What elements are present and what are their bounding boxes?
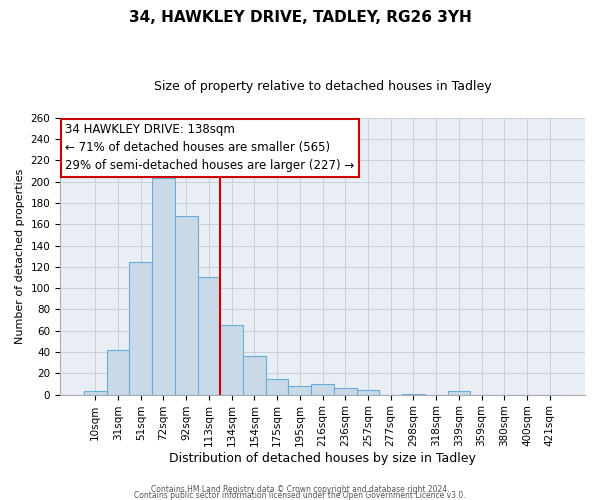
Text: 34, HAWKLEY DRIVE, TADLEY, RG26 3YH: 34, HAWKLEY DRIVE, TADLEY, RG26 3YH	[128, 10, 472, 25]
Text: Contains public sector information licensed under the Open Government Licence v3: Contains public sector information licen…	[134, 490, 466, 500]
X-axis label: Distribution of detached houses by size in Tadley: Distribution of detached houses by size …	[169, 452, 476, 465]
Bar	[448, 392, 470, 394]
Bar	[311, 384, 334, 394]
Bar	[197, 278, 220, 394]
Text: 34 HAWKLEY DRIVE: 138sqm
← 71% of detached houses are smaller (565)
29% of semi-: 34 HAWKLEY DRIVE: 138sqm ← 71% of detach…	[65, 124, 355, 172]
Bar	[266, 378, 289, 394]
Bar	[334, 388, 356, 394]
Bar	[152, 178, 175, 394]
Title: Size of property relative to detached houses in Tadley: Size of property relative to detached ho…	[154, 80, 491, 93]
Bar	[243, 356, 266, 395]
Bar	[107, 350, 130, 395]
Bar	[289, 386, 311, 394]
Bar	[356, 390, 379, 394]
Bar	[84, 392, 107, 394]
Bar	[220, 326, 243, 394]
Bar	[130, 262, 152, 394]
Y-axis label: Number of detached properties: Number of detached properties	[15, 168, 25, 344]
Bar	[175, 216, 197, 394]
Text: Contains HM Land Registry data © Crown copyright and database right 2024.: Contains HM Land Registry data © Crown c…	[151, 485, 449, 494]
